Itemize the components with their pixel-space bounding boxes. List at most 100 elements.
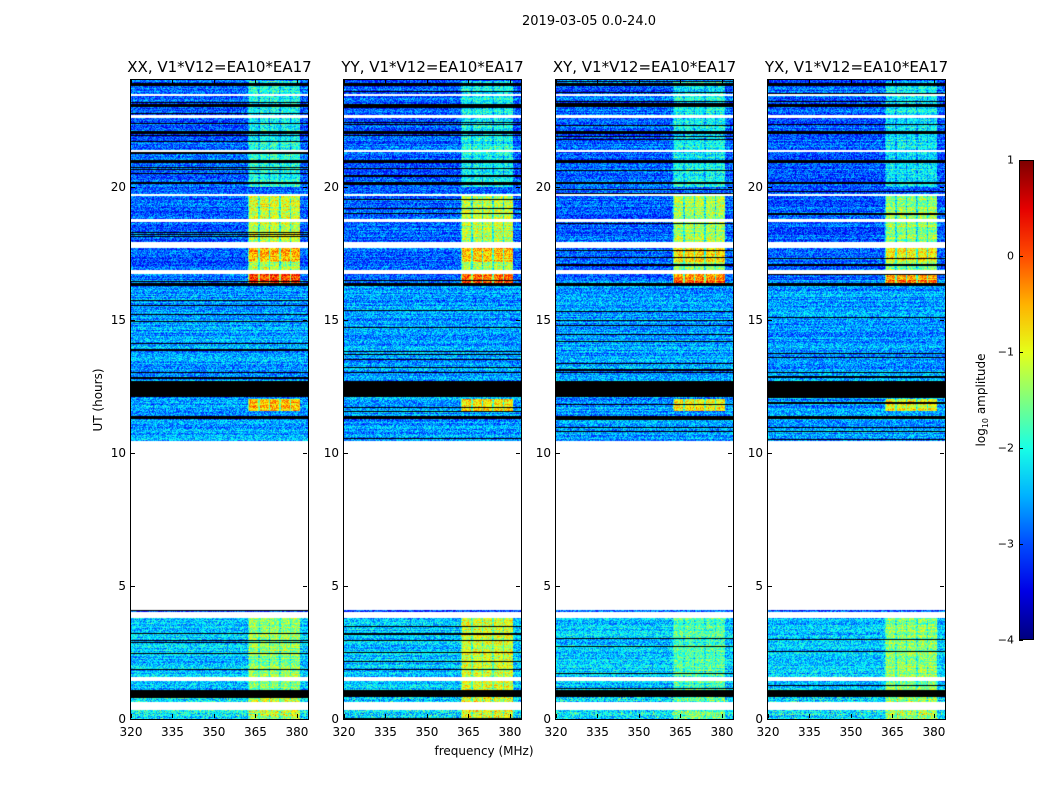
x-tick-mark [468,714,470,718]
y-tick-mark [303,452,307,454]
y-tick-label: 10 [747,445,763,460]
y-tick-mark [556,719,560,720]
figure-title: 2019-03-05 0.0-24.0 [522,14,656,29]
x-tick-label: 365 [457,725,480,739]
y-axis-label: UT (hours) [91,368,105,432]
x-tick-mark [892,80,894,84]
panel-title: XX, V1*V12=EA10*EA17 [127,58,312,76]
x-tick-label: 335 [161,725,184,739]
colorbar-tick-mark [1019,448,1023,449]
x-tick-mark [933,80,935,84]
x-tick-mark [509,80,511,84]
panel-title: XY, V1*V12=EA10*EA17 [552,58,737,76]
x-tick-label: 320 [119,725,143,739]
x-tick-mark [680,80,682,84]
y-tick-mark [556,585,560,587]
y-tick-mark [516,585,520,587]
y-tick-mark [303,719,307,720]
x-tick-label: 335 [374,725,397,739]
y-tick-label: 15 [535,312,551,327]
waterfall-panel-3: XY, V1*V12=EA10*EA17 0 5 10 15 20 320 335 350 365… [536,58,736,739]
x-tick-mark [131,80,132,84]
y-tick-label: 20 [110,179,126,194]
x-tick-mark [721,80,723,84]
y-tick-label: 5 [331,578,339,593]
x-tick-mark [385,80,387,84]
y-tick-mark [344,719,348,720]
x-tick-mark [344,80,345,84]
x-tick-label: 350 [627,725,651,739]
colorbar-tick-mark [1019,160,1023,161]
y-tick-mark [728,719,732,720]
x-tick-mark [131,714,132,718]
y-tick-mark [728,319,732,321]
y-tick-mark [344,585,348,587]
x-tick-mark [892,714,894,718]
x-tick-mark [426,80,428,84]
x-tick-mark [556,714,557,718]
y-tick-mark [940,719,944,720]
y-tick-mark [303,186,307,188]
y-tick-label: 10 [110,445,126,460]
y-tick-mark [516,319,520,321]
y-tick-mark [516,719,520,720]
y-tick-label: 20 [747,179,763,194]
y-tick-mark [556,452,560,454]
y-tick-mark [131,719,135,720]
y-tick-mark [728,452,732,454]
y-tick-label: 5 [543,578,551,593]
x-tick-label: 350 [202,725,226,739]
x-tick-mark [172,80,174,84]
x-tick-label: 380 [285,725,309,739]
y-tick-mark [516,186,520,188]
x-tick-mark [172,714,174,718]
y-tick-mark [940,452,944,454]
y-tick-label: 20 [535,179,551,194]
colorbar-tick-label: −1 [997,345,1014,359]
y-tick-label: 5 [755,578,763,593]
heatmap-image [344,80,521,719]
y-tick-mark [768,585,772,587]
y-tick-label: 0 [118,712,126,726]
x-tick-label: 320 [544,725,568,739]
y-tick-mark [556,319,560,321]
y-tick-mark [344,319,348,321]
x-tick-label: 335 [586,725,609,739]
x-tick-mark [933,714,935,718]
x-tick-mark [809,714,811,718]
panel-title: YX, V1*V12=EA10*EA17 [764,58,949,76]
heatmap-image [131,80,308,719]
x-tick-mark [850,80,852,84]
y-tick-mark [131,452,135,454]
x-tick-mark [638,80,640,84]
colorbar-tick-label: −4 [997,633,1014,647]
y-tick-mark [940,319,944,321]
y-tick-mark [516,452,520,454]
colorbar [1019,160,1034,640]
colorbar-tick-label: 1 [1007,153,1014,167]
x-tick-mark [509,714,511,718]
colorbar-tick-label: 0 [1007,249,1014,263]
y-tick-mark [131,186,135,188]
y-tick-label: 0 [755,712,763,726]
y-tick-mark [303,319,307,321]
x-tick-mark [680,714,682,718]
x-tick-label: 365 [669,725,692,739]
x-tick-mark [468,80,470,84]
waterfall-panel-2: YY, V1*V12=EA10*EA17 0 5 10 15 20 320 335 350 365… [324,58,524,739]
y-tick-mark [131,319,135,321]
y-tick-mark [344,452,348,454]
waterfall-panel-1: XX, V1*V12=EA10*EA17 0 5 10 15 20 320 335 350 365… [111,58,312,739]
y-tick-label: 15 [323,312,339,327]
y-tick-mark [556,186,560,188]
y-tick-mark [768,319,772,321]
y-tick-mark [344,186,348,188]
colorbar-label: log10 amplitude [973,353,991,447]
waterfall-panel-4: YX, V1*V12=EA10*EA17 0 5 10 15 20 320 335 350 365… [748,58,948,739]
x-tick-label: 350 [415,725,439,739]
x-tick-mark [809,80,811,84]
y-tick-mark [728,186,732,188]
x-tick-label: 320 [756,725,780,739]
colorbar-tick-mark [1019,256,1023,257]
x-tick-mark [768,80,769,84]
